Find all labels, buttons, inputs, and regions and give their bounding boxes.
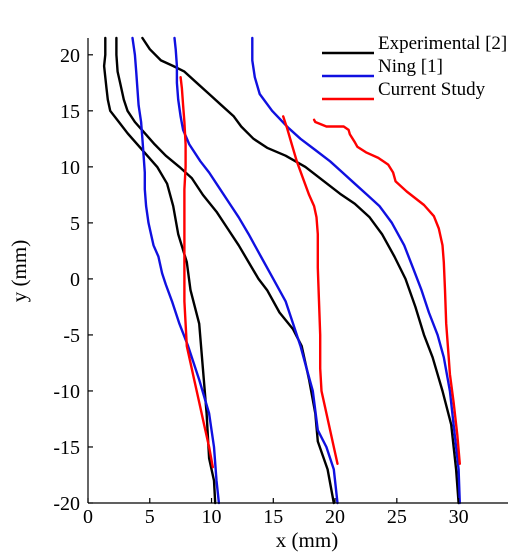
current-study-line-2 xyxy=(282,115,339,465)
experimental-2-line-3 xyxy=(141,36,460,505)
x-axis-ticks: 0 5 10 15 20 25 30 xyxy=(83,498,469,528)
legend-label: Current Study xyxy=(378,79,486,100)
legend-label: Experimental [2] xyxy=(378,33,507,54)
y-tick-label: 20 xyxy=(60,45,80,67)
ning-1-line-3 xyxy=(251,36,461,505)
y-tick-label: -15 xyxy=(53,437,80,459)
plot-area xyxy=(102,36,461,505)
legend: Experimental [2]Ning [1]Current Study xyxy=(322,33,507,101)
x-tick-label: 30 xyxy=(449,506,469,528)
x-tick-label: 0 xyxy=(83,506,93,528)
current-study-line-1 xyxy=(179,75,215,469)
experimental-2-line-1 xyxy=(102,36,217,505)
x-axis-title: x (mm) xyxy=(276,528,338,552)
y-tick-label: 5 xyxy=(70,213,80,235)
current-study-line-3 xyxy=(312,118,461,465)
y-axis-title: y (mm) xyxy=(7,240,31,302)
y-tick-label: -5 xyxy=(63,325,80,347)
ning-1-line-2 xyxy=(173,36,339,505)
y-tick-label: -10 xyxy=(53,381,80,403)
legend-label: Ning [1] xyxy=(378,56,443,77)
ning-1-line-1 xyxy=(131,36,221,505)
axes: 0 5 10 15 20 25 30 20 15 10 5 0 -5 -10 -15 -20 xyxy=(53,38,508,528)
y-tick-label: -20 xyxy=(53,493,80,515)
x-tick-label: 25 xyxy=(387,506,407,528)
y-axis-ticks: 20 15 10 5 0 -5 -10 -15 -20 xyxy=(53,45,93,515)
x-tick-label: 5 xyxy=(145,506,155,528)
x-tick-label: 15 xyxy=(263,506,283,528)
y-tick-label: 15 xyxy=(60,101,80,123)
y-tick-label: 0 xyxy=(70,269,80,291)
x-tick-label: 20 xyxy=(325,506,345,528)
x-tick-label: 10 xyxy=(202,506,222,528)
y-tick-label: 10 xyxy=(60,157,80,179)
